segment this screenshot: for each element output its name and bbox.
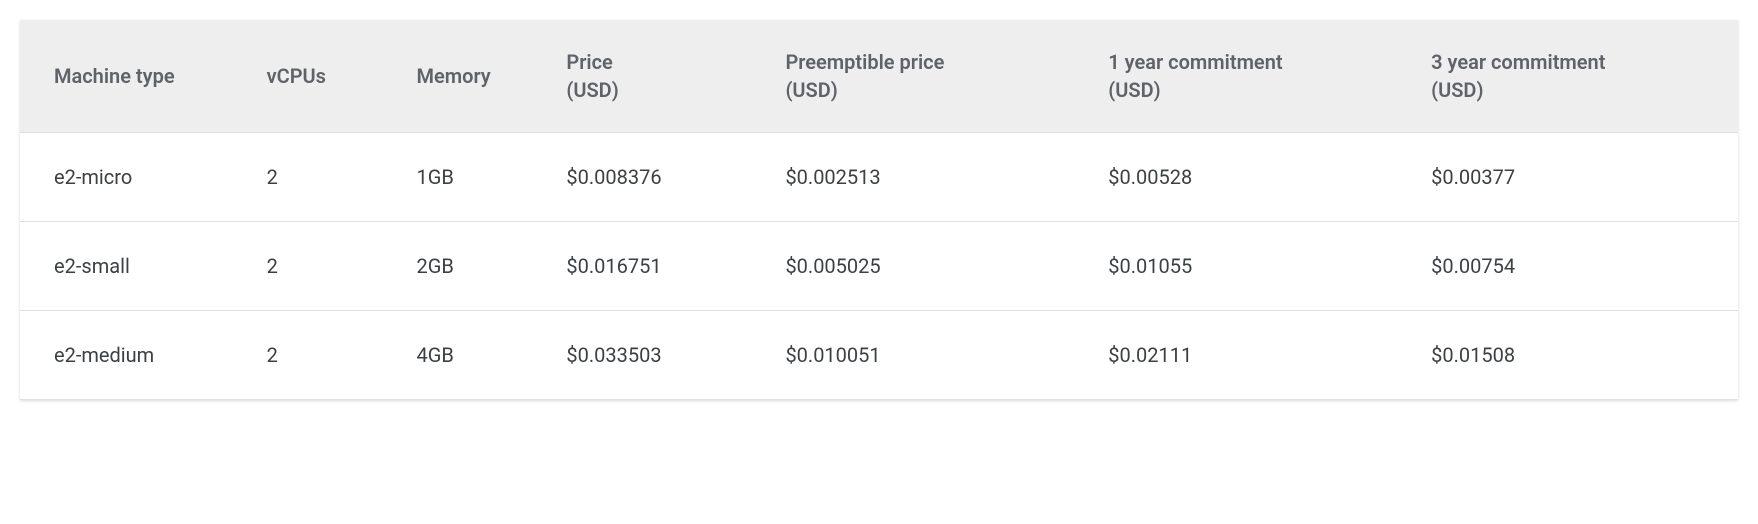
- cell-preemptible: $0.005025: [769, 222, 1092, 311]
- col-header-price: Price (USD): [550, 20, 769, 133]
- col-header-label: 3 year commitment: [1431, 48, 1704, 76]
- cell-1yr: $0.00528: [1092, 133, 1415, 222]
- table-row: e2-medium 2 4GB $0.033503 $0.010051 $0.0…: [20, 311, 1738, 400]
- cell-memory: 2GB: [400, 222, 550, 311]
- col-header-label: vCPUs: [267, 62, 385, 90]
- col-header-vcpus: vCPUs: [251, 20, 401, 133]
- cell-machine-type: e2-small: [20, 222, 251, 311]
- cell-price: $0.033503: [550, 311, 769, 400]
- cell-1yr: $0.01055: [1092, 222, 1415, 311]
- col-header-sublabel: (USD): [566, 76, 753, 104]
- machine-pricing-table: Machine type vCPUs Memory Price (USD) Pr…: [20, 20, 1738, 400]
- table-header-row: Machine type vCPUs Memory Price (USD) Pr…: [20, 20, 1738, 133]
- col-header-label: Machine type: [54, 62, 235, 90]
- col-header-preemptible: Preemptible price (USD): [769, 20, 1092, 133]
- col-header-sublabel: (USD): [785, 76, 1076, 104]
- cell-memory: 1GB: [400, 133, 550, 222]
- cell-memory: 4GB: [400, 311, 550, 400]
- table-row: e2-micro 2 1GB $0.008376 $0.002513 $0.00…: [20, 133, 1738, 222]
- col-header-label: Preemptible price: [785, 48, 1076, 76]
- cell-preemptible: $0.002513: [769, 133, 1092, 222]
- cell-1yr: $0.02111: [1092, 311, 1415, 400]
- col-header-sublabel: (USD): [1108, 76, 1399, 104]
- cell-3yr: $0.01508: [1415, 311, 1738, 400]
- cell-preemptible: $0.010051: [769, 311, 1092, 400]
- cell-3yr: $0.00377: [1415, 133, 1738, 222]
- col-header-label: Price: [566, 48, 753, 76]
- table-row: e2-small 2 2GB $0.016751 $0.005025 $0.01…: [20, 222, 1738, 311]
- cell-vcpus: 2: [251, 311, 401, 400]
- cell-machine-type: e2-medium: [20, 311, 251, 400]
- col-header-sublabel: (USD): [1431, 76, 1704, 104]
- col-header-1yr: 1 year commitment (USD): [1092, 20, 1415, 133]
- cell-machine-type: e2-micro: [20, 133, 251, 222]
- cell-price: $0.016751: [550, 222, 769, 311]
- cell-vcpus: 2: [251, 133, 401, 222]
- col-header-label: Memory: [416, 62, 534, 90]
- col-header-memory: Memory: [400, 20, 550, 133]
- table-header: Machine type vCPUs Memory Price (USD) Pr…: [20, 20, 1738, 133]
- col-header-3yr: 3 year commitment (USD): [1415, 20, 1738, 133]
- cell-3yr: $0.00754: [1415, 222, 1738, 311]
- col-header-label: 1 year commitment: [1108, 48, 1399, 76]
- col-header-machine-type: Machine type: [20, 20, 251, 133]
- table-body: e2-micro 2 1GB $0.008376 $0.002513 $0.00…: [20, 133, 1738, 400]
- cell-vcpus: 2: [251, 222, 401, 311]
- cell-price: $0.008376: [550, 133, 769, 222]
